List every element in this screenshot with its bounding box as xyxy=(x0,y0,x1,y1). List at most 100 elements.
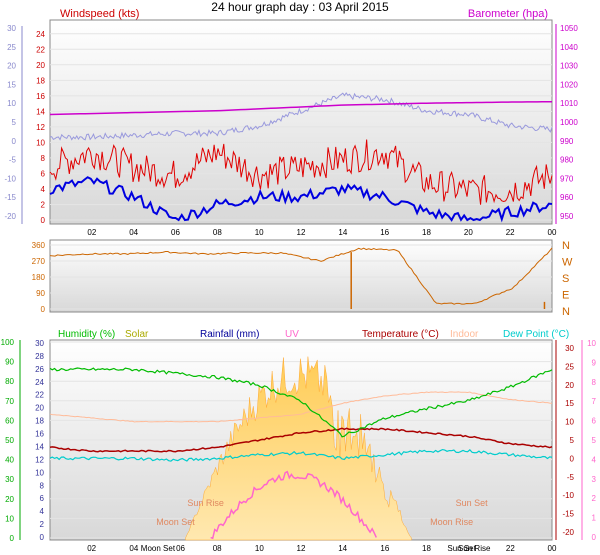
humidity-tick-label: 50 xyxy=(5,436,14,445)
uv-series-line xyxy=(210,470,377,540)
compass-tick-label: N xyxy=(562,240,570,252)
rainfall-tick-label: 18 xyxy=(35,417,44,426)
legend-item: Temperature (°C) xyxy=(362,329,439,340)
thermo-x-tick-label: 22 xyxy=(506,544,515,553)
temperature-tick-label: 5 xyxy=(570,436,575,445)
compass-tick-label: W xyxy=(562,257,573,269)
barometer-tick-label: 1000 xyxy=(560,118,578,127)
wind-x-tick-label: 20 xyxy=(464,228,473,237)
windspeed-gust-series-line xyxy=(49,139,553,205)
wind-x-tick-label: 00 xyxy=(548,228,557,237)
outer-left-tick-label: 10 xyxy=(7,99,16,108)
rainfall-tick-label: 10 xyxy=(35,468,44,477)
thermo-x-tick-label: 16 xyxy=(380,544,389,553)
outer-left-tick-label: 0 xyxy=(12,137,17,146)
thermo-x-tick-label: 06 xyxy=(176,544,185,553)
outer-left-tick-label: 15 xyxy=(7,80,16,89)
temperature-tick-label: 15 xyxy=(565,399,574,408)
uv-tick-label: 7 xyxy=(592,397,597,406)
thermo-x-tick-label: Sun Rise xyxy=(458,544,491,553)
humidity-tick-label: 20 xyxy=(5,495,14,504)
astro-annotation-label: Moon Rise xyxy=(430,517,473,527)
barometer-tick-label: 1010 xyxy=(560,99,578,108)
thermo-x-tick-label: 04 xyxy=(129,544,138,553)
temperature-tick-label: 25 xyxy=(565,362,574,371)
outer-left-tick-label: 25 xyxy=(7,43,16,52)
uv-tick-label: 4 xyxy=(592,455,597,464)
astro-annotation-label: Sun Set xyxy=(456,498,489,508)
dewpoint-series-line xyxy=(49,448,553,462)
barometer-tick-label: 1020 xyxy=(560,80,578,89)
humidity-series-line xyxy=(49,367,553,438)
rainfall-tick-label: 16 xyxy=(35,430,44,439)
compass-tick-label: E xyxy=(562,290,569,302)
temperature-tick-label: 10 xyxy=(565,418,574,427)
legend-item: Humidity (%) xyxy=(58,329,115,340)
uv-tick-label: 10 xyxy=(587,339,596,348)
outer-left-tick-label: 5 xyxy=(12,118,17,127)
astro-annotation-label: Sun Rise xyxy=(187,498,224,508)
windspeed-average-series-line xyxy=(49,176,553,223)
humidity-tick-label: 40 xyxy=(5,456,14,465)
outer-left-tick-label: -20 xyxy=(4,212,16,221)
outer-left-tick-label: -5 xyxy=(9,156,17,165)
wind-y-tick-label: 8 xyxy=(41,154,46,163)
rainfall-tick-label: 24 xyxy=(35,378,44,387)
temperature-series-line xyxy=(49,427,553,453)
wind-x-tick-label: 06 xyxy=(171,228,180,237)
barometer-tick-label: 980 xyxy=(560,156,574,165)
uv-tick-label: 8 xyxy=(592,378,597,387)
barometer-tick-label: 960 xyxy=(560,193,574,202)
wind-y-tick-label: 18 xyxy=(36,76,45,85)
thermo-x-tick-label: 02 xyxy=(87,544,96,553)
legend-item: Indoor xyxy=(450,329,479,340)
rainfall-tick-label: 20 xyxy=(35,404,44,413)
humidity-tick-label: 30 xyxy=(5,475,14,484)
thermo-x-tick-label: 08 xyxy=(213,544,222,553)
humidity-tick-label: 60 xyxy=(5,416,14,425)
thermo-x-tick-label: 14 xyxy=(338,544,347,553)
thermo-x-tick-label: 18 xyxy=(422,544,431,553)
wind-y-tick-label: 6 xyxy=(41,169,46,178)
rainfall-tick-label: 28 xyxy=(35,352,44,361)
barometer-series-line xyxy=(49,100,553,116)
temperature-tick-label: -10 xyxy=(562,491,574,500)
temperature-tick-label: -5 xyxy=(567,473,575,482)
temperature-tick-label: -15 xyxy=(562,510,574,519)
uv-tick-label: 2 xyxy=(592,494,597,503)
thermo-x-tick-label: Sun Set xyxy=(447,544,476,553)
legend-item: Dew Point (°C) xyxy=(503,329,569,340)
wind-x-tick-label: 16 xyxy=(380,228,389,237)
rainfall-tick-label: 0 xyxy=(40,533,45,542)
wind-x-tick-label: 02 xyxy=(87,228,96,237)
uv-tick-label: 6 xyxy=(592,417,597,426)
barometer-tick-label: 950 xyxy=(560,212,574,221)
rainfall-tick-label: 22 xyxy=(35,391,44,400)
gust-scale-series-line xyxy=(49,92,553,141)
barometer-tick-label: 990 xyxy=(560,137,574,146)
bearing-y-tick-label: 180 xyxy=(32,273,46,282)
page-title: 24 hour graph day : 03 April 2015 xyxy=(211,0,389,14)
uv-tick-label: 5 xyxy=(592,436,597,445)
wind-y-tick-label: 2 xyxy=(41,200,46,209)
bearing-y-tick-label: 270 xyxy=(32,257,46,266)
wind-x-tick-label: 08 xyxy=(213,228,222,237)
wind-y-tick-label: 10 xyxy=(36,138,45,147)
outer-left-tick-label: -15 xyxy=(4,193,16,202)
temperature-tick-label: 30 xyxy=(565,344,574,353)
humidity-tick-label: 90 xyxy=(5,358,14,367)
wind-x-tick-label: 22 xyxy=(506,228,515,237)
barometer-tick-label: 1050 xyxy=(560,24,578,33)
barometer-tick-label: 970 xyxy=(560,174,574,183)
rainfall-tick-label: 12 xyxy=(35,455,44,464)
thermo-x-tick-label: 10 xyxy=(255,544,264,553)
wind-x-tick-label: 12 xyxy=(297,228,306,237)
wind-y-tick-label: 12 xyxy=(36,123,45,132)
thermo-x-tick-label: 00 xyxy=(548,544,557,553)
outer-left-tick-label: -10 xyxy=(4,174,16,183)
wind-x-tick-label: 18 xyxy=(422,228,431,237)
wind-y-tick-label: 4 xyxy=(41,185,46,194)
bearing-y-tick-label: 0 xyxy=(41,305,46,314)
wind-y-tick-label: 20 xyxy=(36,61,45,70)
rainfall-tick-label: 30 xyxy=(35,339,44,348)
